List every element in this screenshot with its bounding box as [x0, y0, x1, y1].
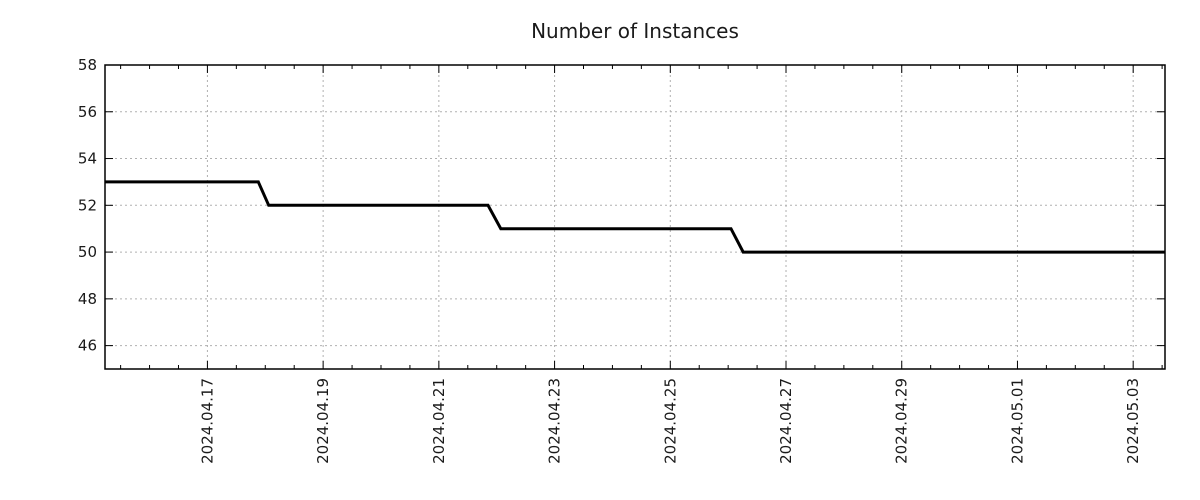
y-tick-label: 54 [78, 150, 97, 168]
x-tick-label: 2024.04.17 [198, 378, 216, 464]
x-tick-label: 2024.04.25 [661, 378, 679, 464]
y-tick-label: 56 [78, 103, 97, 121]
x-tick-label: 2024.04.23 [546, 378, 564, 464]
y-tick-label: 46 [78, 337, 97, 355]
y-tick-label: 50 [78, 243, 97, 261]
x-tick-label: 2024.05.03 [1124, 378, 1142, 464]
chart-title: Number of Instances [531, 19, 739, 43]
plot-generated: 2024.04.17 2024.04.19 2024.04.21 2024.04.23… [78, 56, 1166, 464]
x-tick-label: 2024.04.19 [314, 378, 332, 464]
x-tick-label: 2024.04.29 [893, 378, 911, 464]
series-line [105, 180, 1165, 254]
y-tick-label: 58 [78, 56, 97, 74]
plot-border [104, 64, 1166, 370]
x-tick-label: 2024.04.21 [430, 378, 448, 464]
y-tick-label: 48 [78, 290, 97, 308]
y-tick-label: 52 [78, 196, 97, 214]
x-tick-label: 2024.04.27 [777, 378, 795, 464]
x-tick-label: 2024.05.01 [1008, 378, 1026, 464]
